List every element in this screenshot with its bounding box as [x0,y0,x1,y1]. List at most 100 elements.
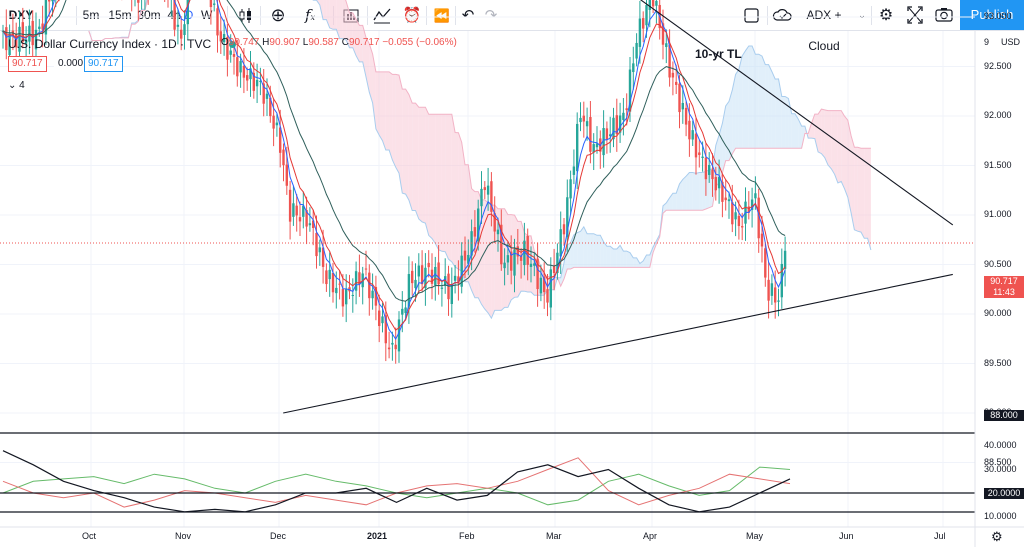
toolbar-divider [426,6,427,25]
candle [315,215,318,269]
price-tick: 92.500 [984,60,1012,71]
candles-chart-type-icon[interactable] [236,0,256,31]
candle [691,120,694,147]
chevron-down-icon[interactable]: ⌄ [858,10,866,20]
toolbar-divider [260,6,261,25]
candle [368,264,371,316]
candle [704,142,708,196]
candle [589,101,592,164]
adx-tick: 10.0000 [984,510,1017,521]
candle [328,252,331,297]
candle [387,331,391,359]
candle [605,121,609,154]
fullscreen-icon[interactable] [904,0,926,31]
candle [698,140,701,168]
candle [503,248,506,286]
interval-button-5m[interactable]: 5m [82,8,100,22]
candle [134,0,136,7]
candle [348,274,351,300]
snapshot-camera-icon[interactable] [933,0,955,31]
candle [585,107,589,141]
chart-title[interactable]: U.S. Dollar Currency Index · 1D · TVC [8,37,236,51]
price-tick: 91.000 [984,209,1012,219]
candle [569,170,572,215]
candle [562,218,566,246]
candle [460,242,463,294]
candle [711,153,714,197]
candle [767,262,770,319]
candle [397,311,401,363]
axis-settings-gear-icon[interactable]: ⚙ [991,529,1003,544]
legend-title-text: U.S. Dollar Currency Index · 1D · TVC [8,37,212,51]
candle [173,0,176,37]
candle [493,196,496,244]
ema-8 [2,0,786,331]
publish-button[interactable]: Publish [960,0,1024,30]
strategy-chart-icon[interactable] [371,0,393,31]
candle [41,5,44,48]
price-tick: 90.000 [984,308,1012,318]
trendline-2 [639,0,954,226]
alert-clock-icon[interactable]: ⏰ [402,7,422,24]
candle [661,9,665,60]
interval-button-15m[interactable]: 15m [108,8,132,22]
candle [582,101,585,138]
candle [632,46,635,90]
bid-price-chip[interactable]: 90.717 [8,56,47,72]
candle [144,0,146,10]
candle [302,191,305,229]
price-tick: 90.500 [984,258,1012,269]
time-tick: Apr [643,531,658,541]
time-tick: Jun [839,531,854,541]
candle [727,191,731,219]
layout-name-label[interactable]: ADX + Cloud [806,8,842,53]
candle [694,116,698,175]
layout-square-icon[interactable] [741,0,763,31]
ask-price-chip[interactable]: 90.717 [84,56,123,72]
candle [480,171,483,225]
candle [236,39,239,87]
candle [757,188,760,253]
candle [747,191,750,220]
time-tick: Nov [175,531,192,541]
candle [180,16,183,51]
candle [595,126,599,154]
candle [141,0,143,10]
candle [721,174,724,218]
interval-button-W[interactable]: W [201,8,213,22]
candle [391,331,394,361]
time-tick: Dec [270,531,287,541]
candle [592,133,595,171]
candle [447,265,450,316]
candle [783,236,787,287]
candle [411,261,414,296]
trendline-3 [283,273,953,414]
candle [222,19,226,56]
price-tick: 91.500 [984,159,1012,170]
candle [242,48,246,94]
compare-plus-icon[interactable]: ⊕ [270,5,286,25]
candle [213,0,216,12]
replay-icon[interactable]: ⏪ [433,8,451,23]
redo-icon[interactable]: ↷ [484,7,498,24]
candle [427,250,430,278]
candle [164,0,166,3]
candle [21,7,24,49]
candle [671,61,675,96]
trendline-annotation[interactable]: 10-yr TL [695,47,742,61]
interval-button-30m[interactable]: 30m [137,8,161,22]
toolbar-divider [76,6,77,25]
undo-icon[interactable]: ↶ [461,7,475,24]
price-tick: 92.000 [984,110,1012,120]
candle [170,0,172,17]
candle [295,193,298,232]
candle [543,262,546,309]
indicator-count: 4 [19,80,25,91]
trendlines [0,0,975,513]
settings-gear-icon[interactable]: ⚙ [878,7,894,24]
candle [734,201,737,237]
candle [272,98,275,147]
symbol-search-button[interactable]: DXY [8,8,34,22]
indicators-collapse-toggle[interactable]: ⌄ 4 [8,80,25,91]
